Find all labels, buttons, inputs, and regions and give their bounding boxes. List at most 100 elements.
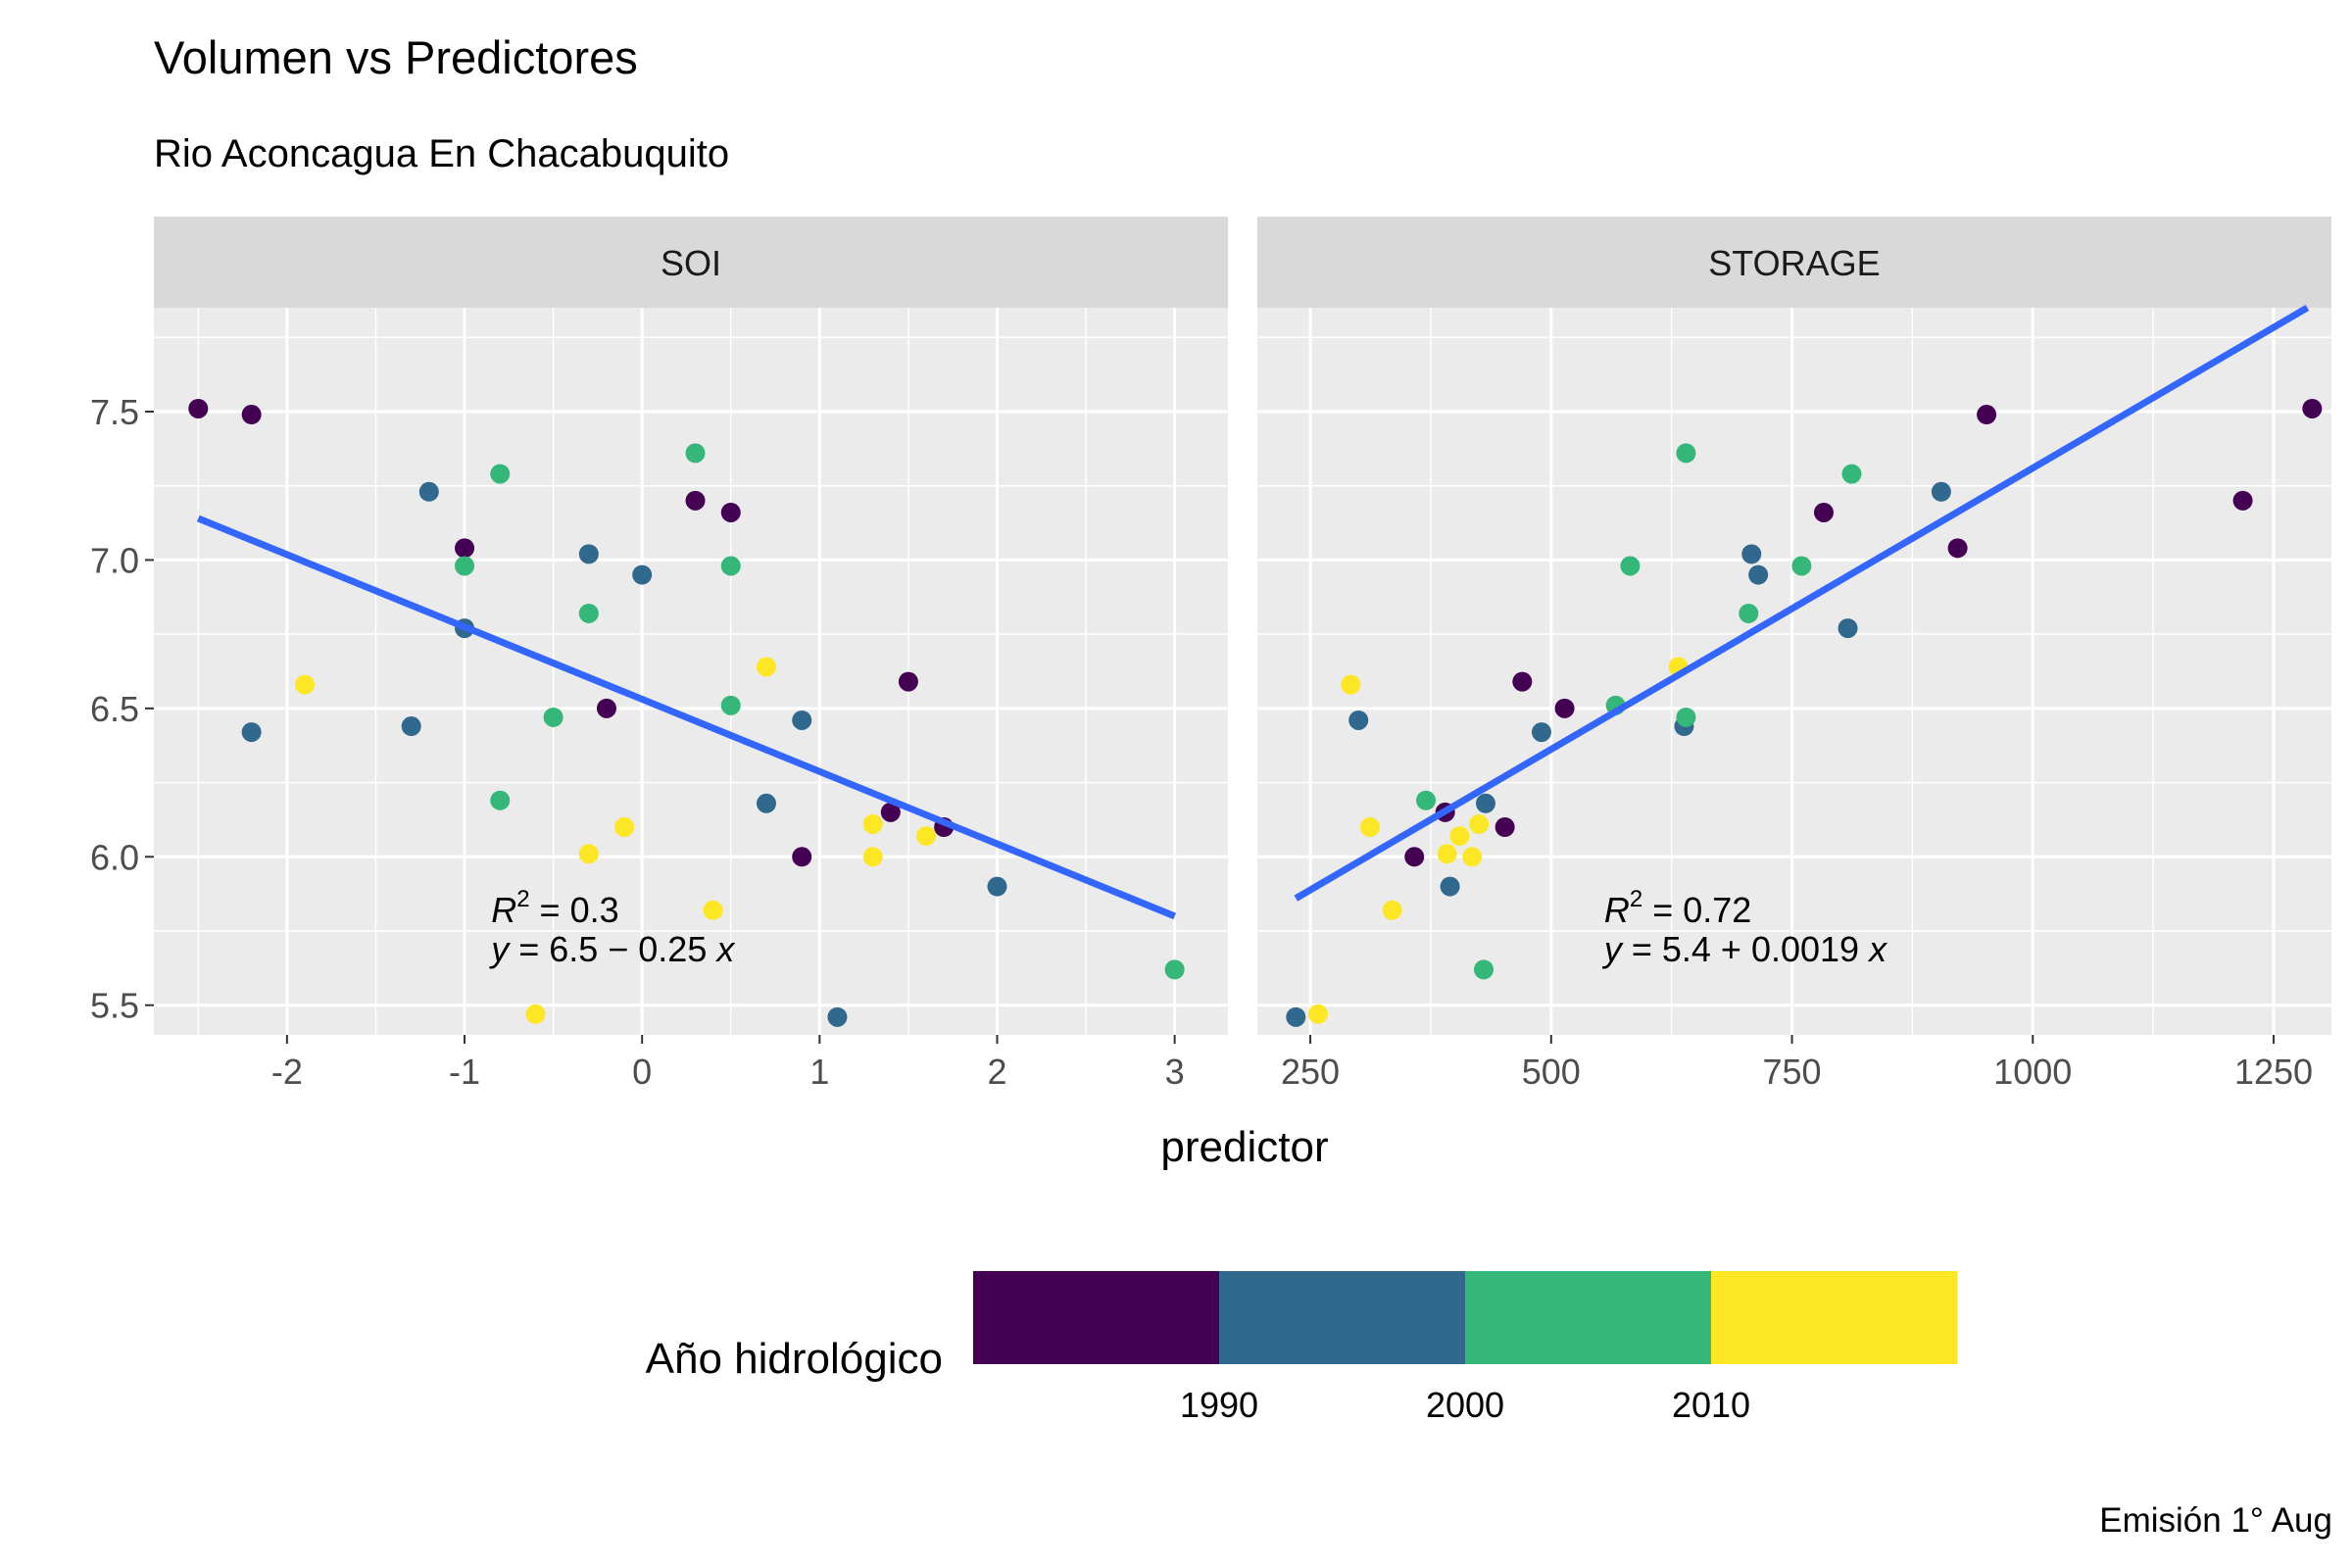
equation-annotation: y = 5.4 + 0.0019 x (1601, 929, 1888, 969)
regression-line (196, 514, 1176, 920)
data-point-storage-15 (1475, 793, 1495, 813)
facet-strip-label: SOI (661, 243, 721, 283)
data-point-soi-10 (490, 790, 511, 810)
data-point-soi-15 (578, 844, 599, 864)
r-squared-annotation: R2 = 0.72 (1604, 886, 1751, 930)
data-point-storage-12 (1462, 847, 1483, 867)
x-tick-label: 750 (1763, 1052, 1822, 1092)
legend-label: 2000 (1426, 1385, 1504, 1425)
legend-title: Año hidrológico (646, 1335, 943, 1383)
data-point-soi-36 (987, 876, 1007, 897)
data-point-storage-14 (1473, 959, 1494, 980)
data-point-storage-2 (1341, 674, 1361, 695)
data-point-soi-22 (720, 502, 741, 522)
data-point-soi-19 (685, 443, 706, 464)
data-point-soi-26 (756, 793, 776, 813)
data-point-storage-13 (1469, 813, 1490, 834)
data-point-soi-12 (543, 707, 564, 727)
data-point-storage-27 (1741, 544, 1762, 564)
legend-swatch-2 (1465, 1271, 1712, 1364)
data-point-storage-34 (1947, 538, 1968, 559)
data-point-storage-16 (1494, 817, 1515, 837)
data-point-storage-36 (2232, 490, 2253, 511)
data-point-soi-32 (880, 802, 901, 822)
chart-subtitle: Rio Aconcagua En Chacabuquito (154, 132, 729, 175)
data-point-storage-6 (1404, 847, 1425, 867)
data-point-soi-0 (188, 398, 209, 418)
x-tick-label: 3 (1165, 1052, 1185, 1092)
facet-panels: SOI -2 -1 0 1 2 3 5.5 6.0 6.5 7.0 7.5 R2 = 0.3y = 6.… (90, 217, 2331, 1092)
data-point-storage-28 (1748, 564, 1769, 585)
x-axis-label: predictor (1160, 1123, 1328, 1171)
x-tick-label: 1000 (1993, 1052, 2072, 1092)
data-point-storage-18 (1531, 722, 1551, 743)
data-point-storage-29 (1791, 556, 1812, 576)
data-point-storage-19 (1554, 698, 1575, 718)
y-tick-label: 7.0 (90, 540, 139, 580)
data-point-soi-29 (827, 1006, 848, 1027)
data-point-soi-5 (418, 481, 439, 502)
y-tick-label: 6.5 (90, 689, 139, 729)
x-tick-label: 2 (987, 1052, 1006, 1092)
equation-annotation: y = 6.5 − 0.25 x (488, 929, 736, 969)
data-point-soi-21 (703, 900, 723, 920)
data-point-soi-7 (455, 556, 475, 576)
legend-swatch-1 (1219, 1271, 1466, 1364)
data-point-storage-3 (1348, 710, 1369, 730)
color-legend: Año hidrológico 1990 2000 2010 (646, 1271, 1958, 1425)
data-point-storage-37 (2302, 398, 2323, 418)
data-point-storage-5 (1382, 900, 1402, 920)
data-point-soi-13 (578, 544, 599, 564)
data-point-storage-24 (1676, 707, 1696, 727)
legend-label: 2010 (1672, 1385, 1750, 1425)
data-point-soi-6 (455, 538, 475, 559)
data-point-soi-27 (792, 710, 812, 730)
x-tick-label: 1250 (2234, 1052, 2313, 1092)
data-point-storage-9 (1437, 844, 1457, 864)
data-point-soi-24 (720, 695, 741, 715)
data-point-storage-17 (1512, 671, 1533, 692)
data-point-storage-10 (1440, 876, 1460, 897)
data-point-soi-34 (916, 826, 937, 847)
y-tick-label: 6.0 (90, 837, 139, 877)
data-point-soi-16 (596, 698, 616, 718)
data-point-storage-32 (1841, 464, 1862, 484)
data-point-soi-28 (792, 847, 812, 867)
data-point-soi-18 (632, 564, 653, 585)
chart-title: Volumen vs Predictores (154, 31, 638, 83)
data-point-soi-2 (241, 722, 262, 743)
panel-storage: STORAGE 250 500 750 1000 1250 R2 = 0.72y = 5.4… (1257, 217, 2331, 1092)
data-point-soi-3 (294, 674, 315, 695)
data-point-soi-33 (898, 671, 918, 692)
data-point-soi-20 (685, 490, 706, 511)
data-point-soi-23 (720, 556, 741, 576)
caption: Emisión 1° Aug (2099, 1501, 2332, 1540)
panel-soi: SOI -2 -1 0 1 2 3 5.5 6.0 6.5 7.0 7.5 R2 = 0.3y = 6.… (90, 217, 1228, 1092)
data-point-storage-7 (1416, 790, 1437, 810)
y-tick-label: 7.5 (90, 392, 139, 432)
data-point-soi-14 (578, 603, 599, 623)
data-point-storage-30 (1813, 502, 1834, 522)
data-point-storage-31 (1838, 618, 1858, 639)
data-point-soi-25 (756, 657, 776, 677)
x-tick-label: 0 (632, 1052, 652, 1092)
x-tick-label: 250 (1281, 1052, 1340, 1092)
data-point-soi-30 (862, 813, 883, 834)
data-point-storage-25 (1676, 443, 1696, 464)
regression-line (1294, 304, 2310, 902)
data-point-soi-1 (241, 405, 262, 425)
data-point-soi-37 (1164, 959, 1185, 980)
panel-background (154, 308, 1228, 1035)
r-squared-annotation: R2 = 0.3 (491, 886, 618, 930)
legend-swatch-3 (1711, 1271, 1958, 1364)
data-point-storage-26 (1739, 603, 1759, 623)
x-tick-label: 500 (1522, 1052, 1581, 1092)
panel-background (1257, 308, 2331, 1035)
facet-strip (154, 217, 1228, 308)
data-point-soi-4 (401, 716, 421, 737)
data-point-storage-1 (1307, 1004, 1328, 1024)
legend-label: 1990 (1180, 1385, 1258, 1425)
data-point-storage-35 (1977, 405, 1997, 425)
data-point-storage-0 (1286, 1006, 1306, 1027)
